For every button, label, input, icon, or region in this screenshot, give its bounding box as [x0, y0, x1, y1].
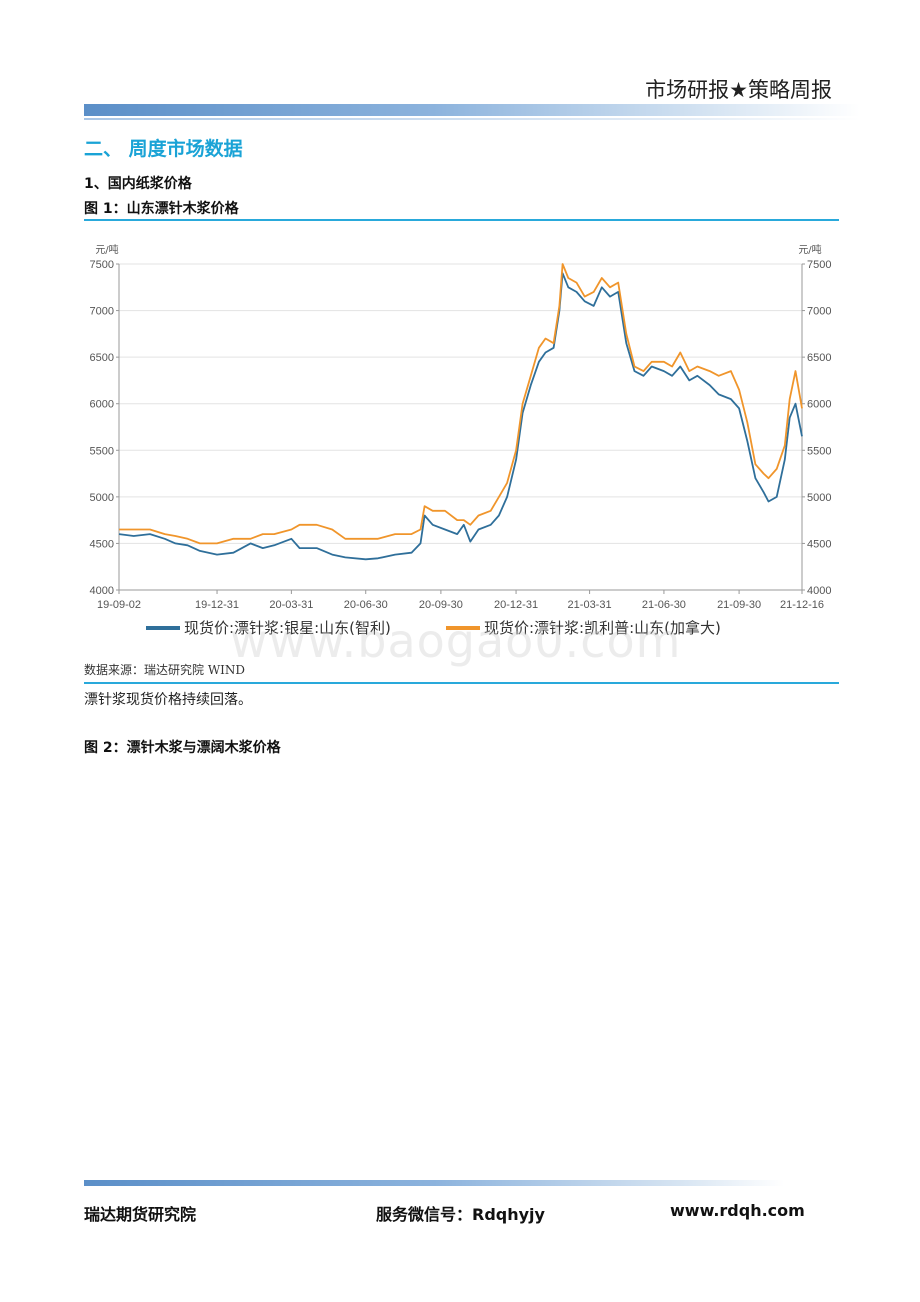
data-source-note: 数据来源：瑞达研究院 WIND [84, 663, 246, 677]
report-header-title: 市场研报★策略周报 [645, 78, 832, 102]
figure2-title: 图 2：漂针木浆与漂阔木浆价格 [84, 740, 281, 756]
y-unit-right: 元/吨 [798, 243, 821, 256]
y-tick-label-left: 6000 [90, 399, 114, 411]
x-tick-label: 21-12-16 [780, 599, 824, 611]
figure1-comment: 漂针浆现货价格持续回落。 [84, 692, 252, 708]
x-tick-label: 20-06-30 [344, 599, 388, 611]
header-decoration-bar [84, 104, 860, 116]
footer-wechat: 服务微信号：Rdqhyjy [376, 1205, 545, 1224]
section-title: 二、 周度市场数据 [84, 138, 243, 160]
x-tick-label: 21-06-30 [642, 599, 686, 611]
footer-org: 瑞达期货研究院 [84, 1205, 197, 1224]
y-unit-left: 元/吨 [95, 243, 118, 256]
y-tick-label-right: 6000 [807, 399, 831, 411]
y-tick-label-right: 4000 [807, 585, 831, 597]
y-tick-label-right: 7500 [807, 259, 831, 271]
y-tick-label-left: 4500 [90, 538, 114, 550]
series-line-1 [118, 272, 803, 561]
figure1-bottom-rule [84, 682, 839, 684]
x-tick-label: 19-09-02 [97, 599, 141, 611]
y-tick-label-right: 5500 [807, 445, 831, 457]
y-tick-label-left: 7000 [90, 306, 114, 318]
figure1-title: 图 1：山东漂针木浆价格 [84, 201, 239, 217]
y-tick-label-left: 4000 [90, 585, 114, 597]
header-decoration-line [84, 118, 860, 120]
x-tick-label: 20-12-31 [494, 599, 538, 611]
x-tick-label: 20-09-30 [419, 599, 463, 611]
footer-website[interactable]: www.rdqh.com [670, 1201, 805, 1220]
y-tick-label-right: 6500 [807, 352, 831, 364]
x-tick-label: 21-09-30 [717, 599, 761, 611]
price-line-chart: 4000 4000 4500 4500 5000 5000 5500 5500 6000 6000… [90, 243, 832, 637]
legend-label-1: 现货价:漂针浆:银星:山东(智利) [184, 619, 391, 637]
x-tick-label: 19-12-31 [195, 599, 239, 611]
y-tick-label-left: 5500 [90, 445, 114, 457]
footer-decoration-bar [84, 1180, 784, 1186]
y-tick-label-left: 5000 [90, 492, 114, 504]
y-tick-label-right: 7000 [807, 306, 831, 318]
y-tick-label-left: 7500 [90, 259, 114, 271]
y-tick-label-right: 4500 [807, 538, 831, 550]
x-tick-label: 20-03-31 [269, 599, 313, 611]
figure1-top-rule [84, 219, 839, 221]
y-tick-label-right: 5000 [807, 492, 831, 504]
x-tick-label: 21-03-31 [568, 599, 612, 611]
watermark-text: www.baogao0.com [230, 614, 682, 668]
legend-label-2: 现货价:漂针浆:凯利普:山东(加拿大) [484, 619, 721, 637]
y-tick-label-left: 6500 [90, 352, 114, 364]
subsection-title: 1、国内纸浆价格 [84, 176, 192, 192]
series-line-2 [119, 263, 803, 545]
